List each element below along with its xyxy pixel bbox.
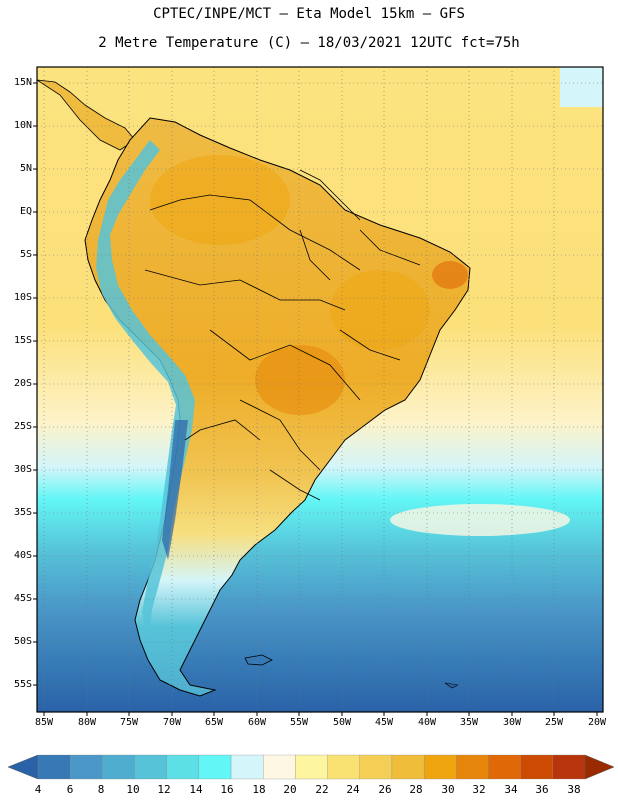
colorbar-label: 38	[567, 783, 581, 796]
cool-band	[390, 504, 570, 536]
lat-label: 15N	[13, 77, 32, 88]
title-field: 2 Metre Temperature (C) – 18/03/2021 12U…	[98, 35, 520, 51]
hot-spot-northeast	[432, 261, 468, 289]
lon-label: 80W	[77, 717, 97, 728]
colorbar-cell	[423, 754, 457, 780]
central-america	[37, 79, 136, 151]
colorbar-label: 26	[378, 783, 392, 796]
lat-label: 5S	[19, 249, 32, 260]
colorbar-label: 14	[189, 783, 203, 796]
colorbar-cell	[295, 754, 328, 780]
lat-label: 45S	[13, 593, 32, 604]
lat-label: EQ	[19, 206, 32, 217]
lat-label: 10S	[13, 292, 32, 303]
colorbar-cell	[327, 754, 360, 780]
colorbar-cell	[198, 754, 232, 780]
colorbar-cell	[70, 754, 103, 780]
lon-label: 25W	[544, 717, 564, 728]
colorbar-cell	[359, 754, 393, 780]
colorbar-cell	[134, 754, 167, 780]
map-frame	[36, 66, 604, 713]
colorbar-cell	[263, 754, 296, 780]
lon-label: 45W	[374, 717, 394, 728]
colorbar-cell	[230, 754, 264, 780]
country-borders	[144, 169, 421, 501]
colorbar-label: 24	[346, 783, 360, 796]
colorbar-label: 32	[472, 783, 486, 796]
lat-label: 10N	[13, 120, 32, 131]
colorbar-cell	[552, 754, 586, 780]
lon-label: 85W	[34, 717, 54, 728]
lat-label: 55S	[13, 679, 32, 690]
lon-label: 55W	[289, 717, 309, 728]
colorbar-label: 30	[441, 783, 455, 796]
andes-coldest	[162, 420, 188, 560]
colorbar-cell	[391, 754, 425, 780]
lat-label: 25S	[13, 421, 32, 432]
colorbar-cell	[520, 754, 553, 780]
colorbar-cell	[102, 754, 135, 780]
lat-label: 15S	[13, 335, 32, 346]
lon-label: 50W	[332, 717, 352, 728]
lat-label: 40S	[13, 550, 32, 561]
hot-spot-paraguay	[255, 345, 345, 415]
colorbar-label: 36	[535, 783, 549, 796]
colorbar-label: 8	[97, 783, 105, 796]
colorbar-label: 28	[409, 783, 423, 796]
south-georgia	[444, 682, 459, 689]
colorbar-label: 34	[504, 783, 518, 796]
colorbar-arrow-high	[584, 754, 615, 780]
lat-label: 35S	[13, 507, 32, 518]
colorbar-cell	[166, 754, 200, 780]
colorbar-cell	[488, 754, 521, 780]
lon-label: 75W	[119, 717, 139, 728]
north-ocean-field	[37, 67, 603, 117]
hot-spot-north	[150, 155, 290, 245]
lon-label: 60W	[247, 717, 267, 728]
lon-label: 35W	[459, 717, 479, 728]
lat-label: 50S	[13, 636, 32, 647]
colorbar-cell	[456, 754, 489, 780]
colorbar-label: 6	[66, 783, 74, 796]
hot-spot-brazil	[330, 270, 430, 350]
colorbar-cell	[37, 754, 71, 780]
lat-label: 5N	[19, 163, 32, 174]
lon-label: 40W	[417, 717, 437, 728]
falkland-islands	[244, 654, 273, 666]
colorbar	[7, 754, 615, 780]
colorbar-label: 18	[252, 783, 266, 796]
lon-label: 20W	[587, 717, 607, 728]
lon-label: 65W	[204, 717, 224, 728]
colorbar-arrow-low	[7, 754, 39, 780]
title-model: CPTEC/INPE/MCT – Eta Model 15km – GFS	[153, 6, 465, 22]
lon-label: 30W	[502, 717, 522, 728]
colorbar-label: 22	[315, 783, 329, 796]
colorbar-label: 10	[126, 783, 140, 796]
cool-patch-ne	[560, 67, 603, 107]
axis-ticks	[33, 82, 598, 716]
lat-label: 30S	[13, 464, 32, 475]
colorbar-label: 4	[34, 783, 42, 796]
colorbar-label: 16	[220, 783, 234, 796]
lat-label: 20S	[13, 378, 32, 389]
colorbar-label: 12	[157, 783, 171, 796]
colorbar-label: 20	[283, 783, 297, 796]
lon-label: 70W	[162, 717, 182, 728]
